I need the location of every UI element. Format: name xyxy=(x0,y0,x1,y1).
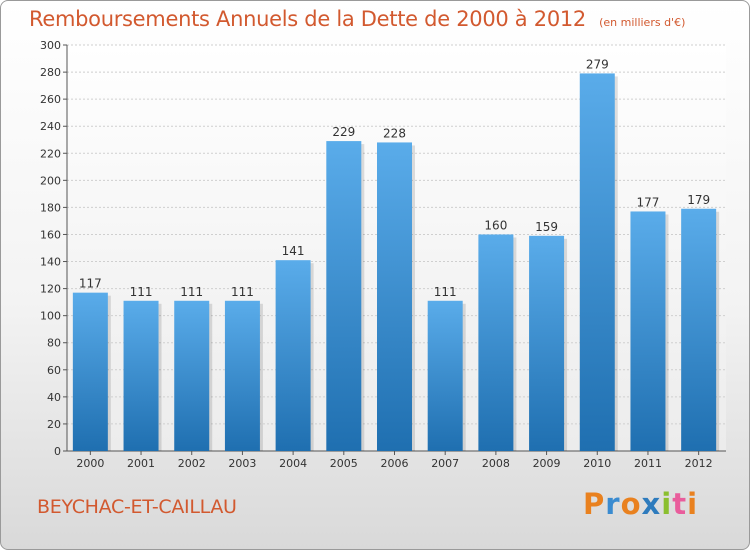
x-tick-label-2003: 2003 xyxy=(228,457,256,470)
x-tick-label-2006: 2006 xyxy=(381,457,409,470)
y-tick-label: 20 xyxy=(47,418,61,431)
x-tick-label-2007: 2007 xyxy=(431,457,459,470)
x-tick-label-2001: 2001 xyxy=(127,457,155,470)
logo-letter: x xyxy=(641,487,662,521)
unit-label: (en milliers d'€) xyxy=(599,16,686,29)
bar-2004 xyxy=(275,260,311,451)
bar-2003 xyxy=(224,300,260,451)
y-tick-label: 240 xyxy=(40,120,61,133)
logo-letter: o xyxy=(620,487,642,521)
y-tick-label: 280 xyxy=(40,66,61,79)
x-tick-label-2011: 2011 xyxy=(634,457,662,470)
data-label-2001: 111 xyxy=(130,285,153,299)
y-tick-label: 120 xyxy=(40,283,61,296)
logo-letter: P xyxy=(583,487,606,521)
bar-2002 xyxy=(174,300,210,451)
y-tick-label: 80 xyxy=(47,337,61,350)
bar-layer xyxy=(72,73,720,452)
bar-2006 xyxy=(377,142,412,451)
bar-2000 xyxy=(72,292,108,451)
data-label-2010: 279 xyxy=(586,57,609,71)
x-tick-label-2008: 2008 xyxy=(482,457,510,470)
y-tick-label: 220 xyxy=(40,147,61,160)
y-tick-label: 140 xyxy=(40,256,61,269)
x-tick-label-2002: 2002 xyxy=(178,457,206,470)
x-tick-label-2009: 2009 xyxy=(533,457,561,470)
logo-letter: i xyxy=(661,487,673,521)
bar-2012 xyxy=(681,208,717,451)
y-tick-label: 0 xyxy=(54,445,61,458)
y-tick-label: 40 xyxy=(47,391,61,404)
y-tick-label: 100 xyxy=(40,310,61,323)
logo-letter: i xyxy=(687,487,699,521)
y-tick-label: 260 xyxy=(40,93,61,106)
y-tick-label: 200 xyxy=(40,174,61,187)
data-label-2003: 111 xyxy=(231,285,254,299)
data-label-2004: 141 xyxy=(282,244,305,258)
data-label-2007: 111 xyxy=(434,285,457,299)
logo-letter: t xyxy=(672,487,688,521)
data-label-2005: 229 xyxy=(332,125,355,139)
x-tick-label-2012: 2012 xyxy=(685,457,713,470)
data-label-2009: 159 xyxy=(535,220,558,234)
y-tick-label: 160 xyxy=(40,228,61,241)
x-tick-label-2010: 2010 xyxy=(583,457,611,470)
x-tick-label-2004: 2004 xyxy=(279,457,307,470)
bar-2009 xyxy=(529,235,565,451)
data-label-2012: 179 xyxy=(687,193,710,207)
y-tick-label: 180 xyxy=(40,201,61,214)
commune-name: BEYCHAC-ET-CAILLAU xyxy=(37,496,237,518)
bar-2005 xyxy=(326,141,362,451)
x-tick-label-2000: 2000 xyxy=(76,457,104,470)
y-tick-label: 60 xyxy=(47,364,61,377)
title-row: Remboursements Annuels de la Dette de 20… xyxy=(29,7,685,31)
data-label-2000: 117 xyxy=(79,277,102,291)
logo-letter: r xyxy=(605,487,621,521)
bar-2011 xyxy=(630,211,666,451)
data-label-2011: 177 xyxy=(637,195,660,209)
chart-title: Remboursements Annuels de la Dette de 20… xyxy=(29,7,586,31)
bar-2001 xyxy=(123,300,159,451)
bar-2007 xyxy=(427,300,463,451)
label-layer: 117 2000 111 2001 111 2002 111 2003 141 2004 229 20… xyxy=(76,57,712,470)
bar-2008 xyxy=(478,234,514,451)
data-label-2008: 160 xyxy=(484,218,507,232)
x-tick-label-2005: 2005 xyxy=(330,457,358,470)
y-tick-label: 300 xyxy=(40,39,61,52)
bar-2010 xyxy=(579,73,615,452)
data-label-2006: 228 xyxy=(383,126,406,140)
data-label-2002: 111 xyxy=(180,285,203,299)
